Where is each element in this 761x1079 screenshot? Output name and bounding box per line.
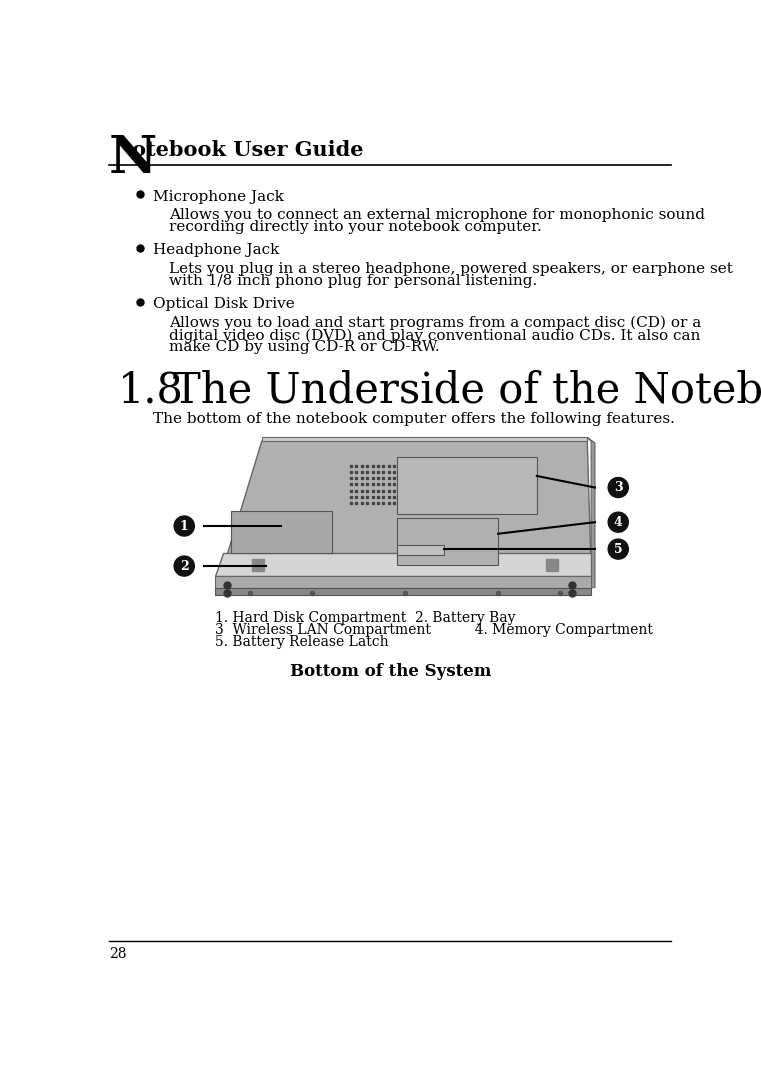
Polygon shape	[215, 588, 591, 596]
Text: 5. Battery Release Latch: 5. Battery Release Latch	[215, 636, 389, 650]
Circle shape	[608, 478, 629, 497]
Circle shape	[608, 540, 629, 559]
FancyBboxPatch shape	[397, 456, 537, 515]
Polygon shape	[587, 437, 595, 588]
Text: 1: 1	[180, 519, 189, 533]
Text: Allows you to load and start programs from a compact disc (CD) or a: Allows you to load and start programs fr…	[169, 316, 701, 330]
Text: digital video disc (DVD) and play conventional audio CDs. It also can: digital video disc (DVD) and play conven…	[169, 328, 700, 342]
Text: N: N	[109, 134, 158, 185]
Text: 3  Wireless LAN Compartment          4. Memory Compartment: 3 Wireless LAN Compartment 4. Memory Com…	[215, 623, 653, 637]
Text: otebook User Guide: otebook User Guide	[132, 140, 364, 161]
Circle shape	[174, 516, 194, 536]
Polygon shape	[215, 552, 591, 576]
Polygon shape	[262, 437, 587, 441]
Text: 1. Hard Disk Compartment  2. Battery Bay: 1. Hard Disk Compartment 2. Battery Bay	[215, 611, 516, 625]
FancyBboxPatch shape	[397, 518, 498, 564]
Text: Headphone Jack: Headphone Jack	[153, 244, 279, 258]
Text: Microphone Jack: Microphone Jack	[153, 190, 284, 204]
Text: with 1/8 inch phono plug for personal listening.: with 1/8 inch phono plug for personal li…	[169, 274, 537, 288]
Text: 1.8: 1.8	[119, 370, 184, 412]
Text: 3: 3	[614, 481, 622, 494]
Text: 4: 4	[614, 516, 622, 529]
Text: Allows you to connect an external microphone for monophonic sound: Allows you to connect an external microp…	[169, 208, 705, 222]
Polygon shape	[215, 576, 591, 588]
FancyBboxPatch shape	[231, 510, 332, 552]
Text: Bottom of the System: Bottom of the System	[290, 664, 491, 680]
Circle shape	[174, 556, 194, 576]
Text: 5: 5	[614, 543, 622, 556]
Text: make CD by using CD-R or CD-RW.: make CD by using CD-R or CD-RW.	[169, 341, 439, 355]
Text: Optical Disk Drive: Optical Disk Drive	[153, 298, 295, 312]
Circle shape	[608, 513, 629, 532]
FancyBboxPatch shape	[397, 545, 444, 555]
Text: recording directly into your notebook computer.: recording directly into your notebook co…	[169, 220, 542, 234]
Text: Lets you plug in a stereo headphone, powered speakers, or earphone set: Lets you plug in a stereo headphone, pow…	[169, 262, 733, 276]
Text: 2: 2	[180, 560, 189, 573]
Text: 28: 28	[109, 947, 126, 961]
Text: The bottom of the notebook computer offers the following features.: The bottom of the notebook computer offe…	[153, 412, 675, 426]
Polygon shape	[223, 441, 591, 569]
Text: The Underside of the Notebook: The Underside of the Notebook	[173, 370, 761, 412]
